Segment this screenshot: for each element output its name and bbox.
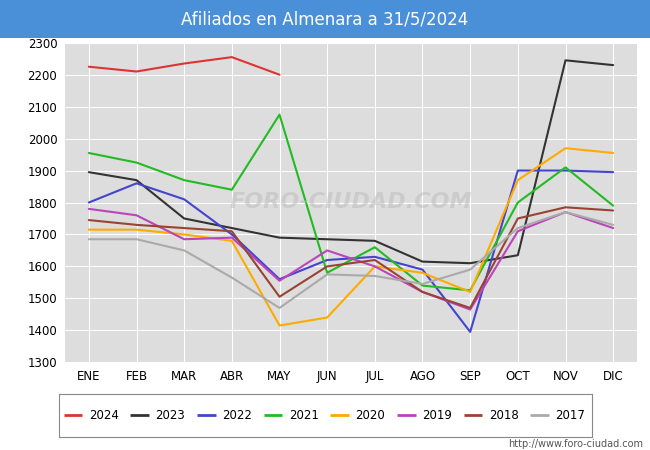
Text: Afiliados en Almenara a 31/5/2024: Afiliados en Almenara a 31/5/2024 bbox=[181, 10, 469, 28]
Text: 2021: 2021 bbox=[289, 409, 318, 422]
Text: FORO-CIUDAD.COM: FORO-CIUDAD.COM bbox=[229, 193, 473, 212]
Text: 2017: 2017 bbox=[555, 409, 585, 422]
Text: 2023: 2023 bbox=[155, 409, 185, 422]
Text: 2022: 2022 bbox=[222, 409, 252, 422]
Text: 2018: 2018 bbox=[489, 409, 519, 422]
Text: 2024: 2024 bbox=[89, 409, 119, 422]
Text: http://www.foro-ciudad.com: http://www.foro-ciudad.com bbox=[508, 439, 644, 449]
Text: 2019: 2019 bbox=[422, 409, 452, 422]
Text: 2020: 2020 bbox=[356, 409, 385, 422]
